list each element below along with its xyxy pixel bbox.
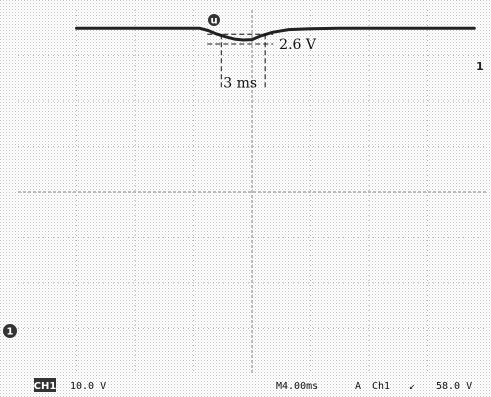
status-bar: CH1 10.0 V M4.00ms A Ch1 ↙ 58.0 V	[0, 374, 491, 397]
amplitude-label: 2.6 V	[279, 37, 317, 53]
channel-badge	[34, 378, 56, 392]
trigger-level: 58.0 V	[436, 381, 472, 392]
grid	[18, 10, 486, 374]
trigger-position-label: u	[210, 16, 217, 27]
trigger-mode: A	[355, 381, 361, 392]
ground-reference-marker: 1	[3, 324, 17, 338]
trigger-source: Ch1	[372, 381, 390, 392]
channel-badge-label: CH1	[34, 381, 57, 392]
channel-level-label: 1	[476, 60, 484, 73]
timebase: M4.00ms	[276, 381, 318, 392]
duration-label: 3 ms	[223, 76, 257, 92]
trigger-position-marker: u	[208, 14, 220, 27]
channel-level-marker: 1	[476, 60, 484, 73]
measurement-annotations: 2.6 V 3 ms	[207, 33, 317, 92]
series-ch1-trace	[75, 26, 476, 42]
ground-reference-label: 1	[7, 327, 14, 338]
volts-per-div: 10.0 V	[70, 381, 106, 392]
trigger-slope-icon: ↙	[409, 381, 415, 392]
